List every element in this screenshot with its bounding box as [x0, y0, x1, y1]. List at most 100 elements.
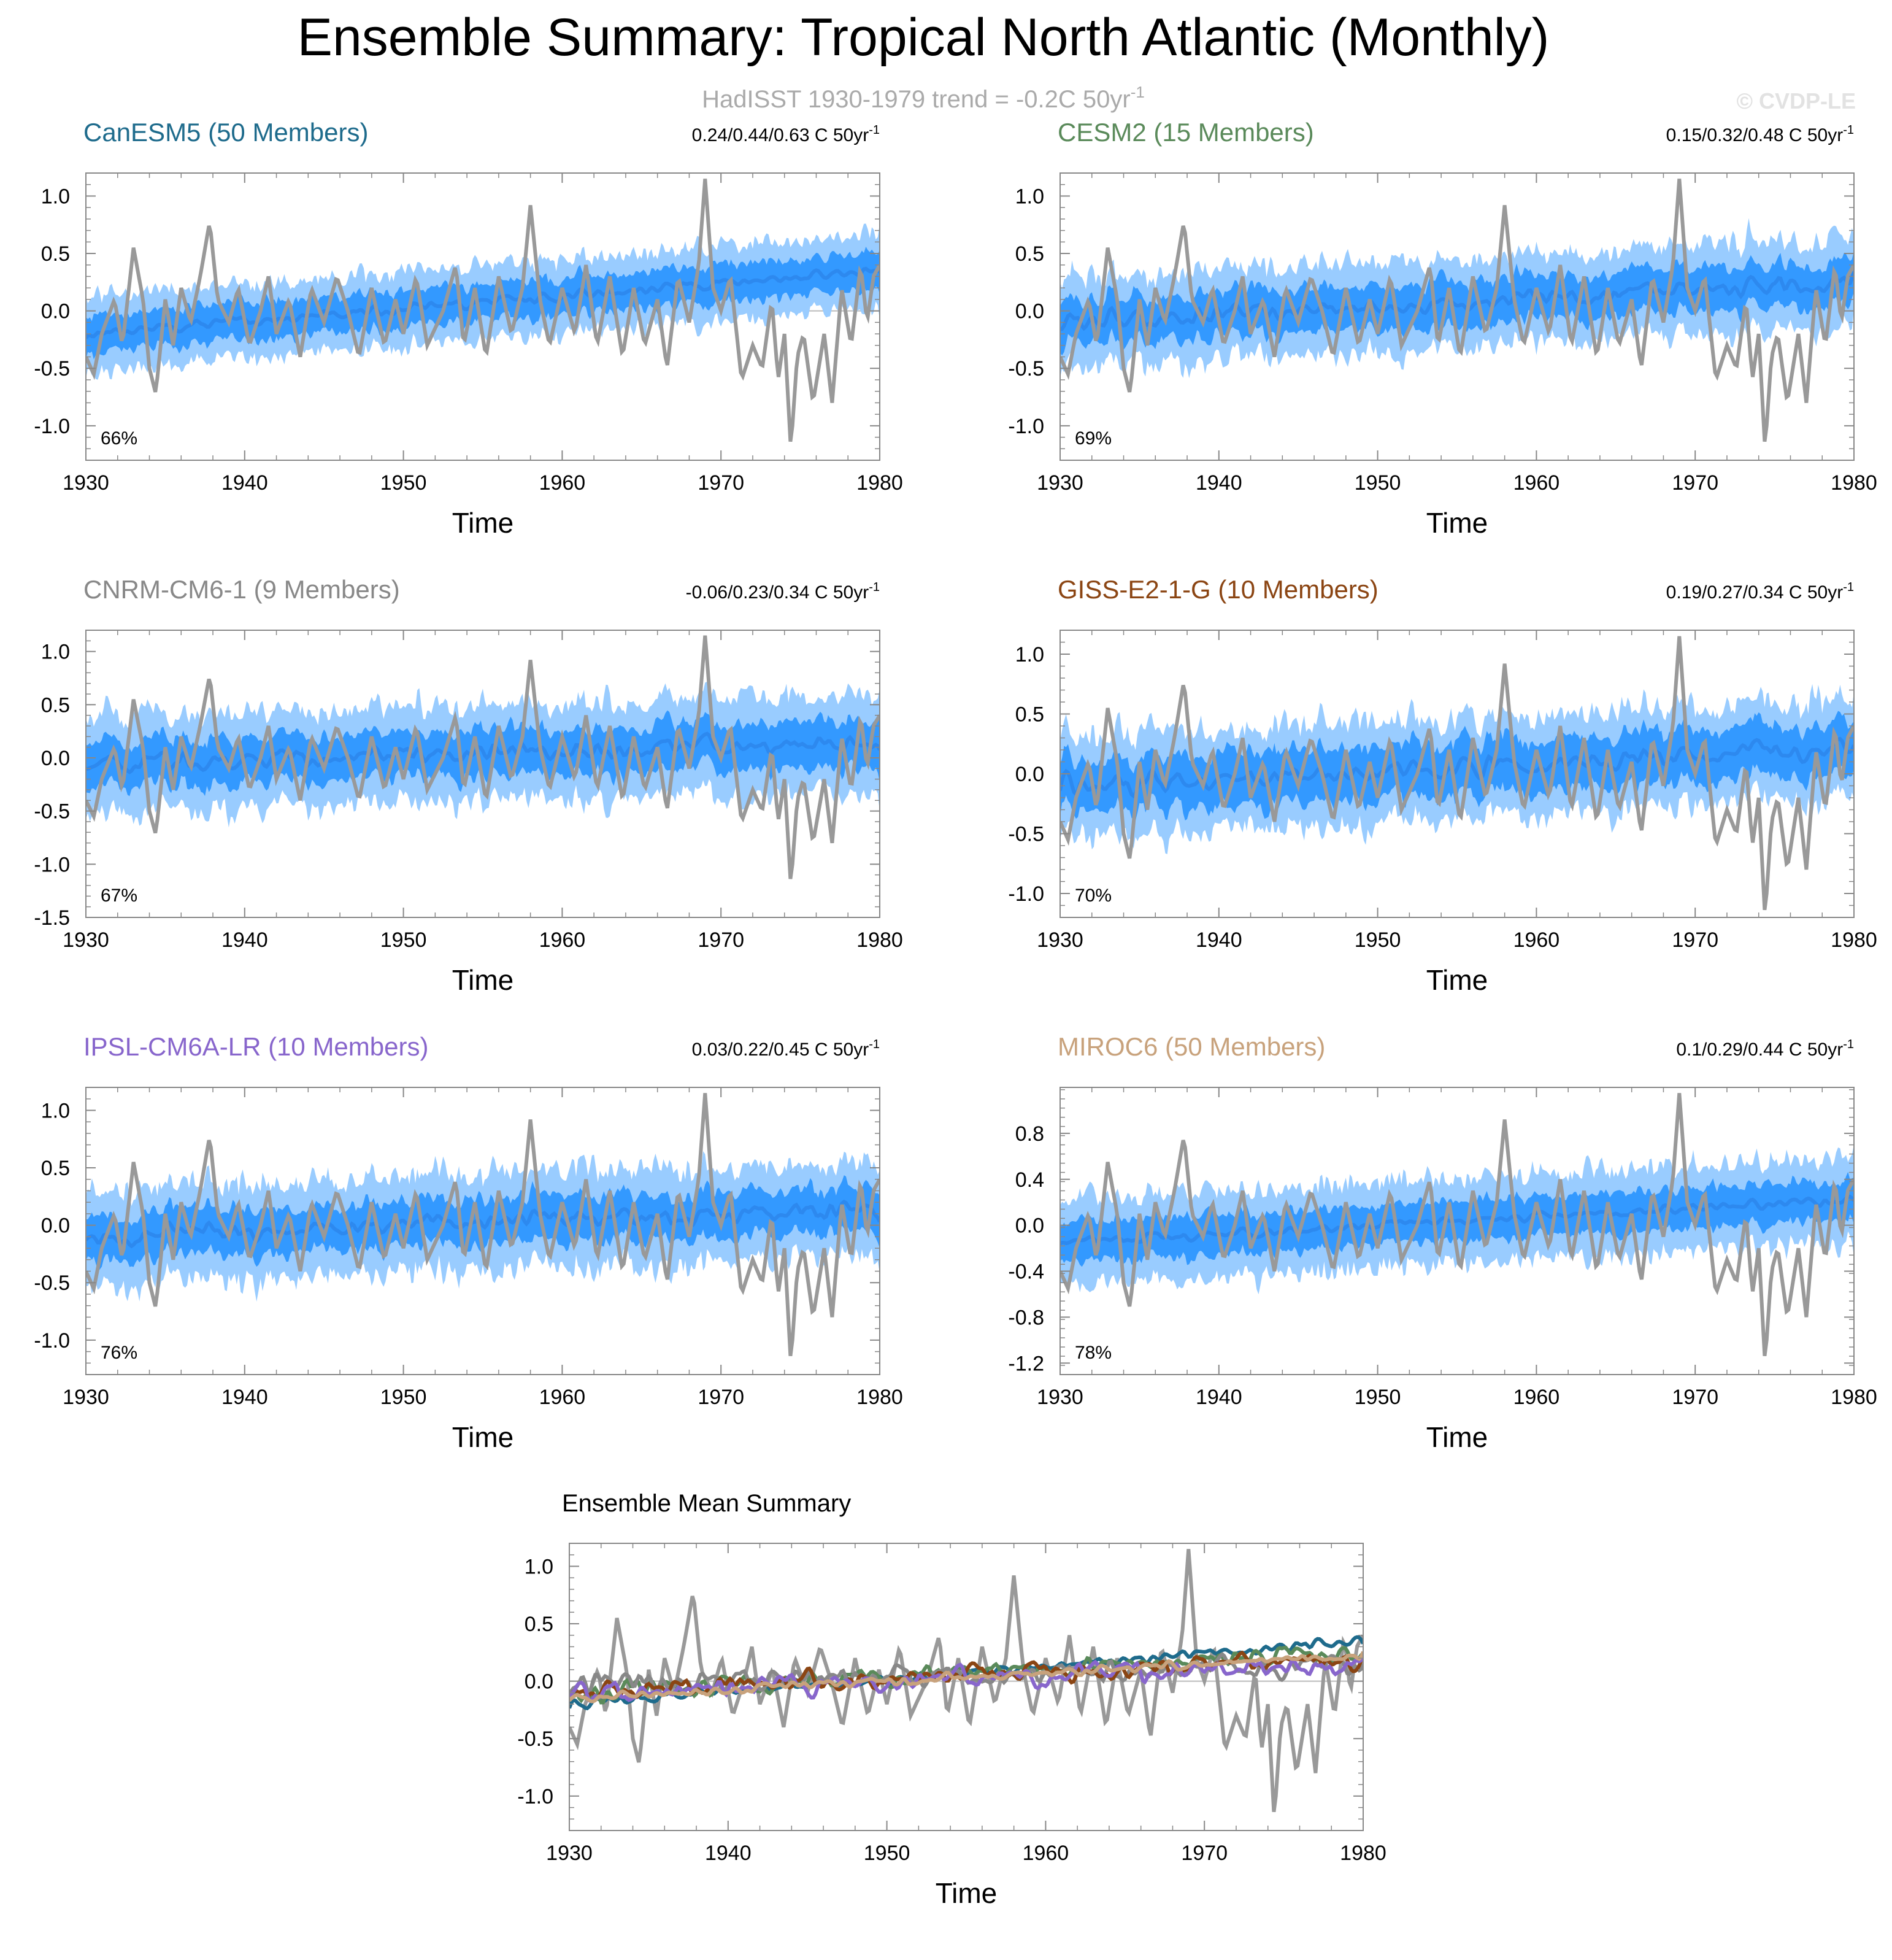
x-tick-label: 1970 [1672, 1386, 1718, 1409]
percent-label: 67% [101, 885, 137, 906]
x-tick-label: 1960 [1513, 1386, 1560, 1409]
x-tick-label: 1960 [539, 471, 586, 495]
trend-label-sup: -1 [1843, 1038, 1854, 1051]
y-tick-label: -1.2 [1008, 1352, 1044, 1375]
plot-area [569, 1549, 1363, 1812]
x-tick-label: 1960 [1513, 928, 1560, 952]
trend-label-sup: -1 [1843, 123, 1854, 137]
x-tick-label: 1970 [1672, 928, 1718, 952]
trend-label: 0.15/0.32/0.48 C 50yr-1 [1666, 123, 1854, 145]
figure-subtitle: HadISST 1930-1979 trend = -0.2C 50yr-1 [702, 83, 1145, 113]
y-tick-label: 0.5 [41, 242, 70, 266]
chart-panel-cesm2: 1930 1940 1950 1960 1970 1980 1.0 0.5 0.0 -0.5 -1.… [1008, 118, 1877, 539]
y-tick-label: -0.5 [34, 800, 70, 824]
x-tick-label: 1940 [1196, 1386, 1242, 1409]
x-tick-label: 1960 [1023, 1842, 1069, 1865]
x-tick-label: 1930 [1037, 1386, 1083, 1409]
observed-line [86, 635, 880, 879]
x-tick-label: 1950 [1355, 928, 1401, 952]
y-tick-label: 0.5 [1015, 703, 1044, 727]
trend-label: 0.24/0.44/0.63 C 50yr-1 [692, 123, 880, 145]
y-tick-label: 0.5 [41, 1157, 70, 1180]
y-tick-label: 0.0 [1015, 763, 1044, 786]
trend-label-sup: -1 [869, 123, 880, 137]
chart-panel-canesm5: 1930 1940 1950 1960 1970 1980 1.0 0.5 0.0 -0.5 -1.… [34, 118, 902, 539]
ensemble-mean-line [1060, 271, 1854, 331]
y-tick-label: -0.5 [34, 1271, 70, 1295]
x-tick-label: 1970 [698, 471, 744, 495]
x-tick-label: 1930 [546, 1842, 593, 1865]
panel-title: MIROC6 (50 Members) [1058, 1032, 1325, 1061]
ensemble-inner-band [1060, 250, 1854, 356]
x-tick-label: 1950 [380, 928, 427, 952]
x-tick-label: 1980 [856, 928, 903, 952]
y-tick-label: 0.0 [41, 300, 70, 323]
y-tick-label: 0.0 [41, 1214, 70, 1238]
x-tick-label: 1960 [1513, 471, 1560, 495]
trend-label: -0.06/0.23/0.34 C 50yr-1 [686, 581, 880, 603]
chart-panel-cnrm-cm6-1: 1930 1940 1950 1960 1970 1980 1.0 0.5 0.0 -0.5 -1.… [34, 575, 902, 996]
trend-label-text: 0.03/0.22/0.45 C 50yr [692, 1040, 869, 1060]
x-tick-label: 1950 [380, 1386, 427, 1409]
x-tick-label: 1970 [1181, 1842, 1228, 1865]
ensemble-mean-line [1060, 736, 1854, 799]
trend-label-sup: -1 [869, 1038, 880, 1051]
x-tick-label: 1950 [1355, 1386, 1401, 1409]
trend-label: 0.03/0.22/0.45 C 50yr-1 [692, 1038, 880, 1060]
y-tick-label: 1.0 [525, 1555, 553, 1578]
x-tick-label: 1980 [1831, 1386, 1877, 1409]
x-tick-label: 1930 [63, 928, 109, 952]
x-tick-label: 1940 [221, 928, 268, 952]
x-tick-label: 1980 [1831, 928, 1877, 952]
plot-area [86, 1093, 880, 1356]
y-tick-label: -1.0 [34, 853, 70, 876]
y-tick-label: -0.5 [1008, 823, 1044, 846]
x-tick-label: 1950 [864, 1842, 910, 1865]
y-tick-label: 1.0 [1015, 185, 1044, 208]
y-tick-label: 0.0 [41, 747, 70, 770]
plot-area [86, 179, 880, 442]
observed-line [1060, 179, 1854, 442]
plot-frame [85, 1087, 880, 1375]
plot-frame [85, 630, 880, 918]
y-tick-label: 0.4 [1015, 1168, 1044, 1192]
chart-panel-ipsl-cm6a-lr: 1930 1940 1950 1960 1970 1980 1.0 0.5 0.0 -0.5 -1.… [34, 1032, 902, 1453]
trend-label-text: 0.1/0.29/0.44 C 50yr [1676, 1040, 1843, 1060]
percent-label: 69% [1075, 428, 1112, 449]
x-axis-label: Time [1426, 1421, 1488, 1453]
plot-frame [569, 1543, 1364, 1831]
x-tick-label: 1940 [221, 1386, 268, 1409]
x-tick-label: 1980 [856, 1386, 903, 1409]
y-tick-label: 1.0 [41, 641, 70, 664]
trend-label-sup: -1 [1843, 581, 1854, 594]
y-tick-label: -1.0 [34, 415, 70, 438]
y-tick-label: 0.0 [1015, 300, 1044, 323]
panel-title: CanESM5 (50 Members) [83, 118, 368, 147]
x-tick-label: 1940 [1196, 471, 1242, 495]
x-tick-label: 1980 [1340, 1842, 1386, 1865]
x-tick-label: 1930 [1037, 471, 1083, 495]
observed-line [569, 1549, 1363, 1812]
x-tick-label: 1940 [1196, 928, 1242, 952]
panel-title: IPSL-CM6A-LR (10 Members) [83, 1032, 428, 1061]
plot-frame [1059, 172, 1855, 461]
trend-label: 0.1/0.29/0.44 C 50yr-1 [1676, 1038, 1854, 1060]
y-tick-label: 0.5 [525, 1613, 553, 1636]
x-tick-label: 1980 [1831, 471, 1877, 495]
x-tick-label: 1930 [63, 1386, 109, 1409]
watermark: © CVDP-LE [1736, 88, 1856, 114]
panels-container: 1930 1940 1950 1960 1970 1980 1.0 0.5 0.0 -0.5 -1.… [34, 118, 1877, 1909]
y-tick-label: -0.5 [1008, 357, 1044, 380]
x-axis-label: Time [452, 507, 514, 539]
trend-label-text: -0.06/0.23/0.34 C 50yr [686, 582, 869, 603]
y-tick-label: -1.0 [34, 1329, 70, 1352]
plot-frame [1059, 1087, 1855, 1375]
x-tick-label: 1950 [1355, 471, 1401, 495]
observed-line [1060, 636, 1854, 911]
percent-label: 70% [1075, 885, 1112, 906]
y-tick-label: -0.5 [34, 357, 70, 380]
x-tick-label: 1940 [221, 471, 268, 495]
ensemble-inner-band [86, 247, 880, 360]
x-tick-label: 1950 [380, 471, 427, 495]
